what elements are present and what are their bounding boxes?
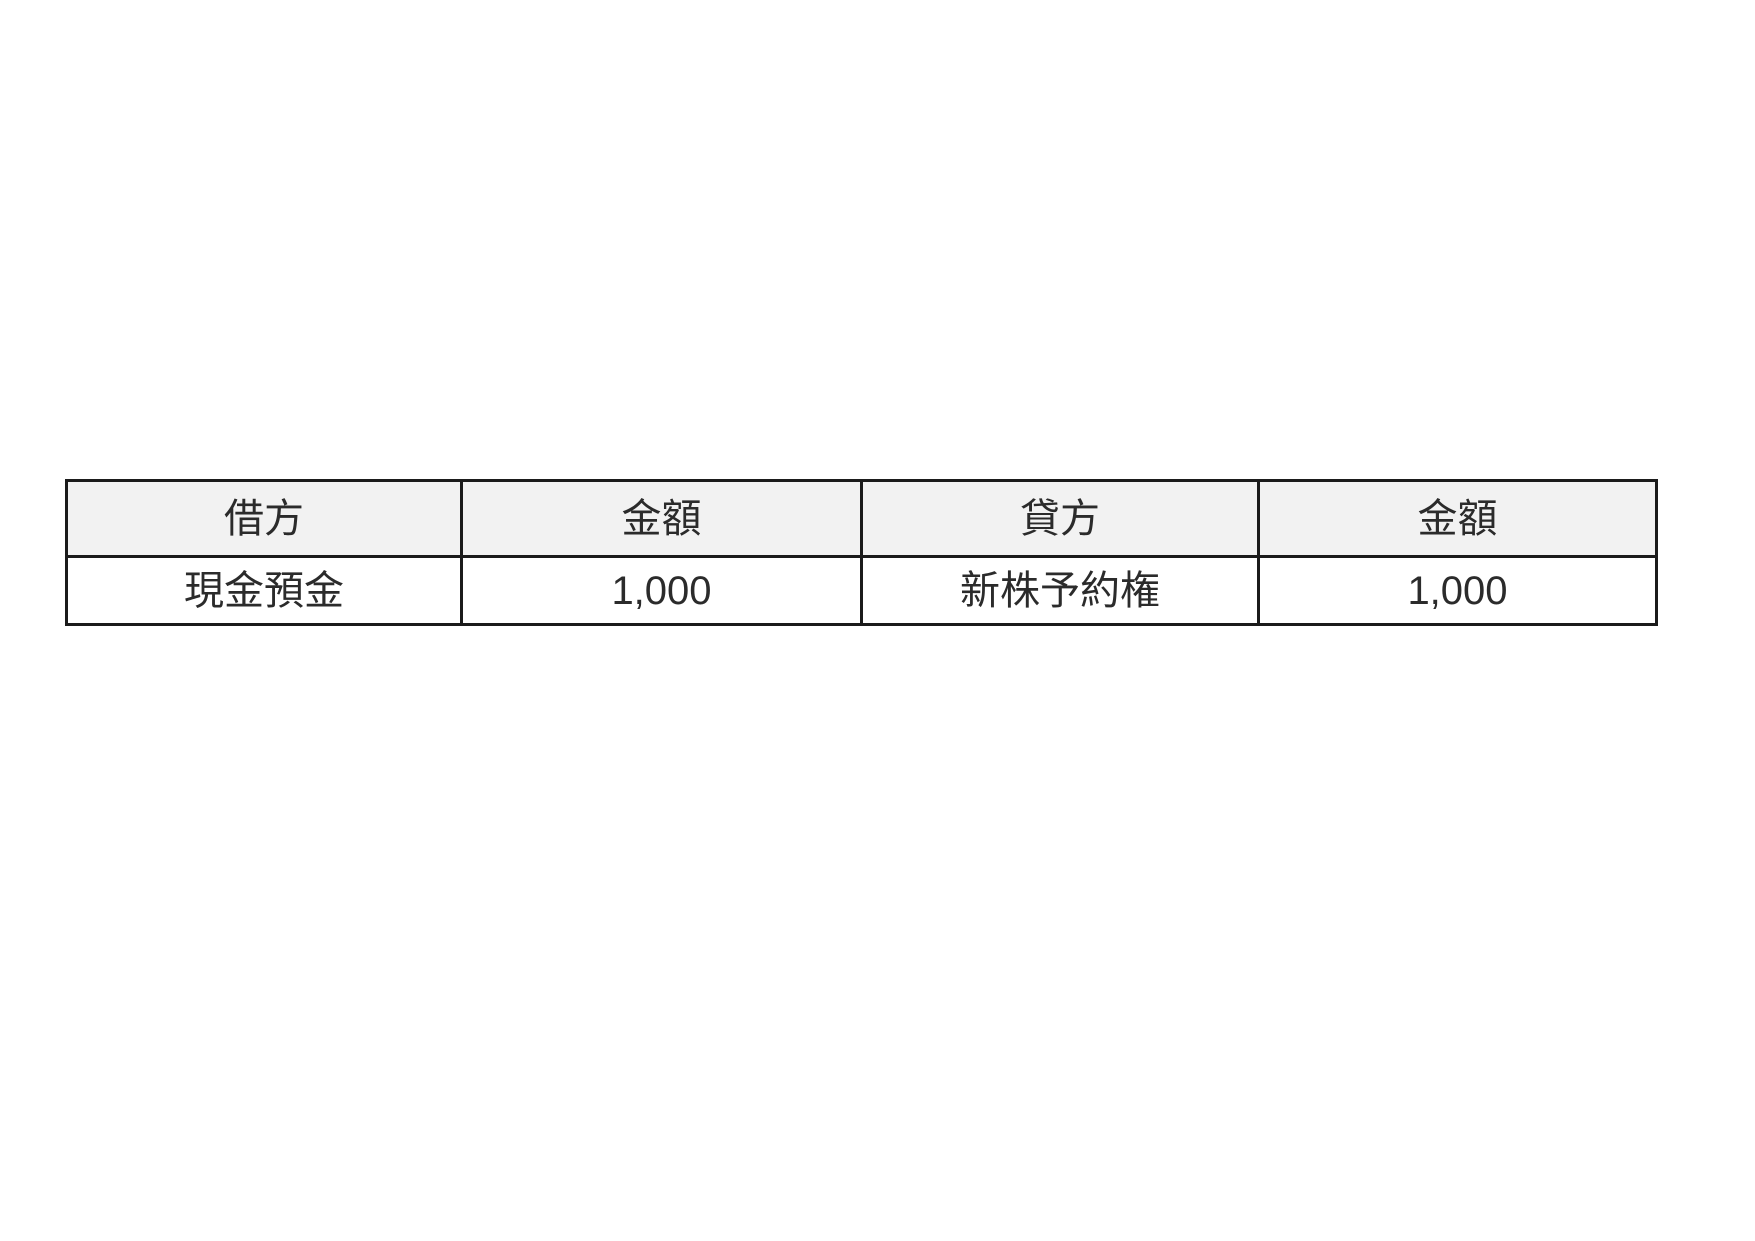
- table-row: 現金預金 1,000 新株予約権 1,000: [65, 555, 1658, 626]
- header-cell-credit: 貸方: [860, 479, 1260, 558]
- cell-credit-amount: 1,000: [1257, 555, 1658, 626]
- cell-debit-account: 現金預金: [65, 555, 463, 626]
- journal-entry-table: 借方 金額 貸方 金額 現金預金 1,000 新株予約権 1,000: [65, 479, 1658, 626]
- header-cell-credit-amount: 金額: [1257, 479, 1658, 558]
- header-cell-debit: 借方: [65, 479, 463, 558]
- header-cell-debit-amount: 金額: [460, 479, 863, 558]
- table-header-row: 借方 金額 貸方 金額: [65, 479, 1658, 558]
- cell-debit-amount: 1,000: [460, 555, 863, 626]
- cell-credit-account: 新株予約権: [860, 555, 1260, 626]
